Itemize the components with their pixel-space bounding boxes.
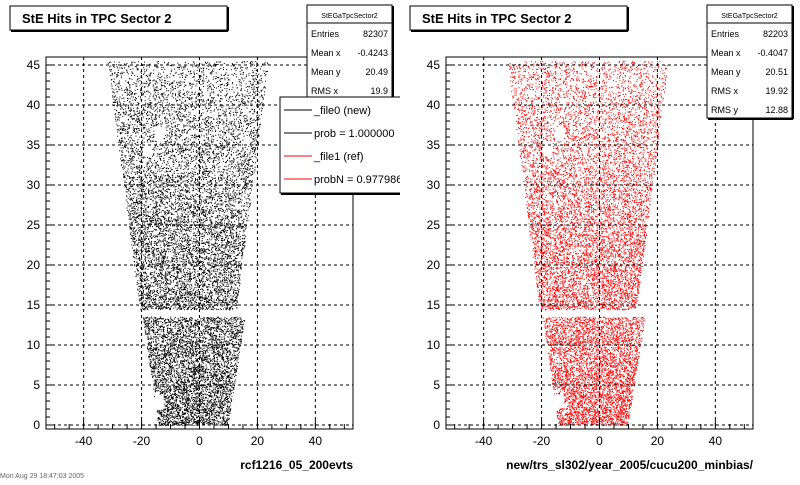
stats-value: 82203	[763, 29, 788, 39]
x-tick-label: -20	[533, 434, 551, 448]
stats-box: StEGaTpcSector2 Entries 82307 Mean x -0.4243…	[307, 5, 393, 100]
x-tick-label: 40	[709, 434, 723, 448]
y-tick-label: 40	[27, 98, 41, 112]
stats-label: Entries	[711, 29, 740, 39]
stats-label: Entries	[311, 29, 340, 39]
x-tick-label: -40	[475, 434, 493, 448]
y-tick-label: 0	[33, 418, 40, 432]
stats-value: 20.49	[365, 67, 388, 77]
x-tick-label: -40	[75, 434, 93, 448]
y-tick-label: 0	[433, 418, 440, 432]
y-tick-label: 35	[427, 138, 441, 152]
y-tick-label: 30	[27, 178, 41, 192]
stats-value: 12.88	[765, 105, 788, 115]
right-hit-scatter-plot: -40 -20 0 20 40 0 5 10 15 20 25 30 35 40 45 new/trs_sl3…	[400, 0, 800, 480]
stats-label: Mean y	[711, 67, 741, 77]
y-tick-label: 5	[433, 378, 440, 392]
stats-value: 20.51	[765, 67, 788, 77]
x-tick-label: 0	[196, 434, 203, 448]
right-histogram-pad: -40 -20 0 20 40 0 5 10 15 20 25 30 35 40 45 new/trs_sl3…	[400, 0, 800, 480]
y-tick-label: 20	[427, 258, 441, 272]
stats-name: StEGaTpcSector2	[721, 13, 778, 20]
title-box: StE Hits in TPC Sector 2	[410, 6, 628, 31]
x-axis-label: rcf1216_05_200evts	[240, 458, 353, 472]
x-tick-label: -20	[133, 434, 151, 448]
stats-label: Mean x	[711, 48, 741, 58]
stats-name: StEGaTpcSector2	[321, 13, 378, 20]
left-histogram-pad: -40 -20 0 20 40 0 5 10 15 20 25 30 35 40 45 rcf1216_05_…	[0, 0, 400, 480]
stats-label: RMS y	[711, 105, 739, 115]
y-tick-label: 25	[427, 218, 441, 232]
legend-label: _file0 (new)	[313, 105, 371, 117]
y-tick-label: 20	[27, 258, 41, 272]
x-tick-label: 40	[309, 434, 323, 448]
stats-box: StEGaTpcSector2 Entries 82203 Mean x -0.4047…	[707, 5, 793, 119]
legend-label: _file1 (ref)	[313, 151, 364, 163]
stats-label: RMS x	[711, 86, 739, 96]
title-box: StE Hits in TPC Sector 2	[10, 6, 228, 31]
y-tick-label: 35	[27, 138, 41, 152]
legend-label: prob = 1.000000	[314, 128, 394, 140]
stats-label: Mean y	[311, 67, 341, 77]
y-tick-label: 15	[427, 298, 441, 312]
chart-title: StE Hits in TPC Sector 2	[422, 11, 572, 26]
y-tick-label: 15	[27, 298, 41, 312]
print-timestamp: Mon Aug 29 18:47:03 2005	[0, 473, 84, 480]
x-tick-label: 0	[596, 434, 603, 448]
legend-label: probN = 0.977986	[314, 174, 400, 186]
stats-value: -0.4047	[757, 48, 788, 58]
y-tick-label: 45	[427, 58, 441, 72]
y-tick-label: 30	[427, 178, 441, 192]
y-tick-label: 10	[27, 338, 41, 352]
chart-title: StE Hits in TPC Sector 2	[22, 11, 172, 26]
y-tick-label: 5	[33, 378, 40, 392]
y-tick-label: 45	[27, 58, 41, 72]
stats-value: 82307	[363, 29, 388, 39]
x-axis-label: new/trs_sl302/year_2005/cucu200_minbias/	[506, 458, 753, 472]
stats-value: 19.9	[370, 86, 388, 96]
left-hit-scatter-plot: -40 -20 0 20 40 0 5 10 15 20 25 30 35 40 45 rcf1216_05_…	[0, 0, 400, 480]
y-tick-label: 25	[27, 218, 41, 232]
stats-frame	[707, 5, 792, 118]
stats-label: RMS x	[311, 86, 339, 96]
stats-value: -0.4243	[357, 48, 388, 58]
y-tick-label: 10	[427, 338, 441, 352]
stats-value: 19.92	[765, 86, 788, 96]
x-tick-label: 20	[651, 434, 665, 448]
legend: _file0 (new) prob = 1.000000 _file1 (ref) p…	[280, 97, 400, 194]
y-tick-label: 40	[427, 98, 441, 112]
stats-label: Mean x	[311, 48, 341, 58]
x-tick-label: 20	[251, 434, 265, 448]
